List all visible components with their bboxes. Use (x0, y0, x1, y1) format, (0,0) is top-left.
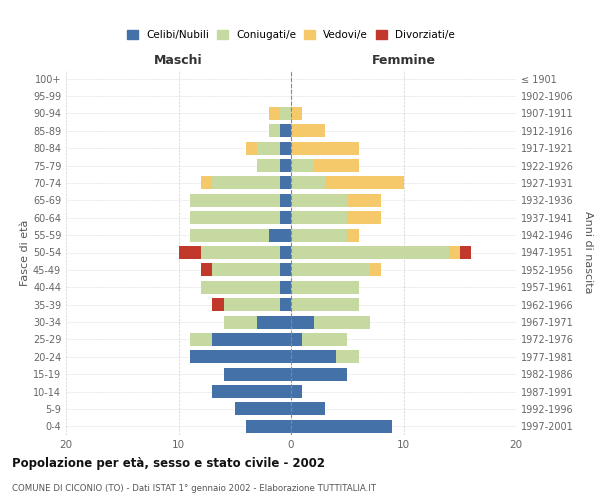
Bar (347, 211, 381, 224)
Text: Femmine: Femmine (371, 54, 436, 66)
Bar (280, 246, 291, 259)
Bar (280, 298, 291, 311)
Bar (347, 228, 359, 241)
Bar (190, 228, 269, 241)
Bar (291, 264, 370, 276)
Bar (336, 350, 359, 364)
Bar (291, 420, 392, 433)
Bar (257, 159, 280, 172)
Bar (212, 176, 280, 190)
Bar (269, 228, 291, 241)
Bar (223, 298, 280, 311)
Bar (201, 264, 212, 276)
Bar (291, 333, 302, 346)
Bar (291, 298, 359, 311)
Text: Maschi: Maschi (154, 54, 203, 66)
Bar (291, 246, 449, 259)
Bar (291, 107, 302, 120)
Bar (201, 246, 280, 259)
Bar (212, 385, 291, 398)
Bar (347, 194, 381, 207)
Bar (235, 402, 291, 415)
Bar (291, 350, 336, 364)
Bar (449, 246, 460, 259)
Bar (257, 142, 280, 154)
Bar (201, 176, 212, 190)
Bar (280, 194, 291, 207)
Bar (370, 264, 381, 276)
Bar (212, 264, 280, 276)
Bar (280, 211, 291, 224)
Bar (291, 280, 359, 294)
Bar (280, 176, 291, 190)
Bar (291, 124, 325, 138)
Text: Popolazione per età, sesso e stato civile - 2002: Popolazione per età, sesso e stato civil… (12, 458, 325, 470)
Bar (269, 107, 280, 120)
Bar (190, 194, 280, 207)
Bar (280, 159, 291, 172)
Bar (212, 333, 291, 346)
Bar (280, 124, 291, 138)
Bar (179, 246, 201, 259)
Bar (291, 142, 359, 154)
Bar (269, 124, 280, 138)
Bar (291, 211, 347, 224)
Bar (460, 246, 471, 259)
Y-axis label: Anni di nascita: Anni di nascita (583, 211, 593, 294)
Bar (246, 142, 257, 154)
Bar (280, 107, 291, 120)
Bar (291, 385, 302, 398)
Bar (291, 316, 314, 328)
Bar (314, 159, 359, 172)
Bar (280, 264, 291, 276)
Bar (291, 402, 325, 415)
Bar (291, 176, 325, 190)
Bar (246, 420, 291, 433)
Bar (223, 368, 291, 380)
Bar (190, 333, 212, 346)
Bar (280, 280, 291, 294)
Bar (257, 316, 291, 328)
Bar (314, 316, 370, 328)
Bar (291, 368, 347, 380)
Bar (302, 333, 347, 346)
Y-axis label: Fasce di età: Fasce di età (20, 220, 30, 286)
Bar (280, 142, 291, 154)
Bar (190, 211, 280, 224)
Bar (223, 316, 257, 328)
Bar (325, 176, 404, 190)
Bar (291, 228, 347, 241)
Legend: Celibi/Nubili, Coniugati/e, Vedovi/e, Divorziati/e: Celibi/Nubili, Coniugati/e, Vedovi/e, Di… (125, 28, 457, 42)
Bar (291, 159, 314, 172)
Bar (190, 350, 291, 364)
Bar (212, 298, 223, 311)
Bar (201, 280, 280, 294)
Bar (291, 194, 347, 207)
Text: COMUNE DI CICONIO (TO) - Dati ISTAT 1° gennaio 2002 - Elaborazione TUTTITALIA.IT: COMUNE DI CICONIO (TO) - Dati ISTAT 1° g… (12, 484, 376, 493)
